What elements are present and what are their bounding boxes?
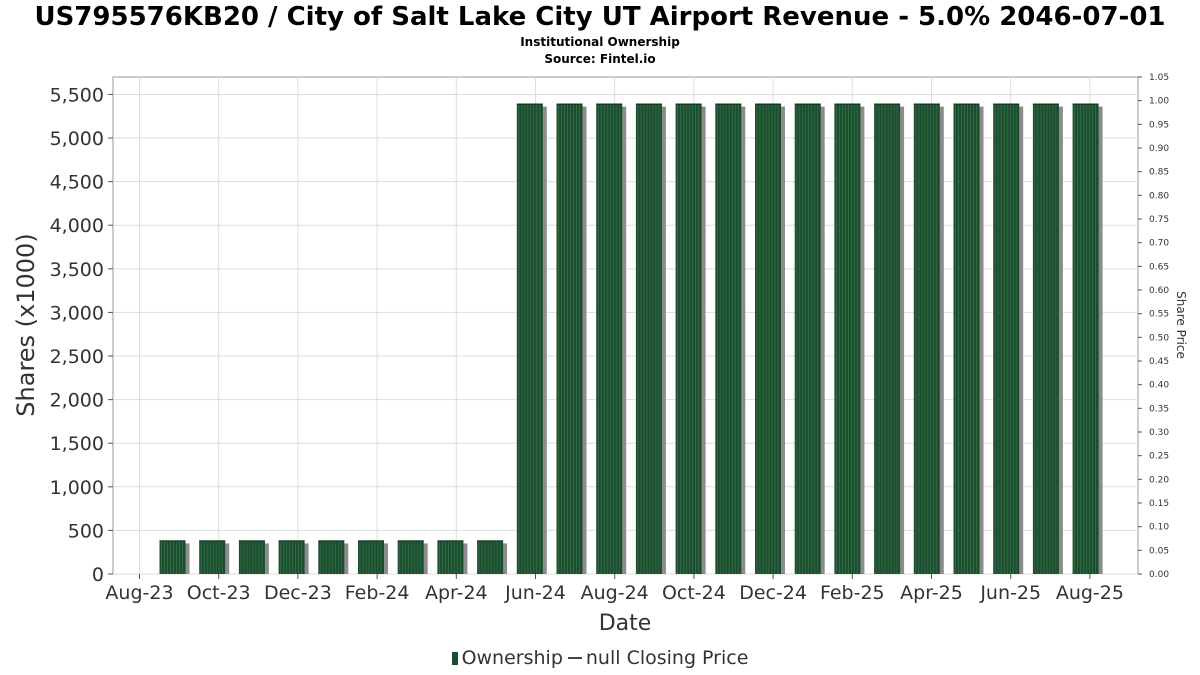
x-tick-label: Dec-24 xyxy=(739,582,807,604)
ownership-bar xyxy=(516,103,547,574)
ownership-bar xyxy=(1032,103,1063,574)
x-tick-label: Dec-23 xyxy=(264,582,332,604)
x-tick-label: Aug-23 xyxy=(105,582,173,604)
x-axis-title: Date xyxy=(599,611,652,636)
y2-tick-label: 0.85 xyxy=(1149,168,1169,178)
ownership-bar xyxy=(159,540,190,574)
y-tick-label: 2,000 xyxy=(50,390,104,412)
ownership-bar xyxy=(913,103,944,574)
y2-tick-label: 0.95 xyxy=(1149,120,1169,130)
ownership-bar xyxy=(953,103,984,574)
y2-tick-label: 0.75 xyxy=(1149,215,1169,225)
x-tick-label: Jun-25 xyxy=(979,582,1041,604)
y2-tick-label: 0.70 xyxy=(1149,239,1169,249)
ownership-bar xyxy=(596,103,627,574)
ownership-bar xyxy=(715,103,746,574)
y2-tick-label: 0.05 xyxy=(1149,546,1169,556)
y2-tick-label: 0.40 xyxy=(1149,381,1169,391)
y2-tick-label: 0.00 xyxy=(1149,570,1169,580)
x-tick-label: Oct-23 xyxy=(187,582,251,604)
chart-source: Source: Fintel.io xyxy=(544,52,656,66)
y2-tick-label: 0.35 xyxy=(1149,404,1169,414)
x-tick-label: Apr-25 xyxy=(900,582,963,604)
y-tick-label: 0 xyxy=(92,564,104,586)
ownership-bar xyxy=(874,103,905,574)
ownership-bar xyxy=(635,103,666,574)
ownership-bar xyxy=(318,540,349,574)
ownership-bar xyxy=(675,103,706,574)
x-tick-label: Aug-24 xyxy=(581,582,649,604)
x-tick-label: Jun-24 xyxy=(504,582,566,604)
y2-tick-label: 1.00 xyxy=(1149,97,1169,107)
price-line-icon xyxy=(567,657,582,659)
y2-tick-label: 0.55 xyxy=(1149,310,1169,320)
ownership-bar xyxy=(794,103,825,574)
x-tick-label: Apr-24 xyxy=(425,582,488,604)
ownership-bar xyxy=(358,540,388,574)
legend-price-label: null Closing Price xyxy=(585,647,749,669)
y2-tick-label: 0.50 xyxy=(1149,333,1169,343)
ownership-bar xyxy=(834,103,865,574)
ownership-bar xyxy=(477,540,508,574)
y-tick-label: 1,000 xyxy=(50,477,104,499)
x-tick-label: Aug-25 xyxy=(1056,582,1124,604)
chart-subtitle: Institutional Ownership xyxy=(520,35,680,49)
y-tick-label: 500 xyxy=(68,520,104,542)
ownership-bar xyxy=(437,540,468,574)
y-axis-title: Shares (x1000) xyxy=(12,233,40,416)
y-tick-label: 2,500 xyxy=(50,346,104,368)
x-tick-label: Feb-25 xyxy=(820,582,885,604)
y-tick-label: 1,500 xyxy=(50,433,104,455)
y-tick-label: 4,500 xyxy=(50,172,104,194)
chart-title: US795576KB20 / City of Salt Lake City UT… xyxy=(34,2,1166,32)
y2-tick-label: 0.45 xyxy=(1149,357,1169,367)
ownership-bar xyxy=(278,540,309,574)
y2-tick-label: 0.20 xyxy=(1149,475,1169,485)
ownership-bar xyxy=(556,103,587,574)
y2-tick-label: 0.30 xyxy=(1149,428,1169,438)
x-tick-label: Feb-24 xyxy=(345,582,410,604)
ownership-bar xyxy=(199,540,230,574)
y2-tick-label: 0.60 xyxy=(1149,286,1169,296)
y2-tick-label: 0.25 xyxy=(1149,452,1169,462)
y-tick-label: 3,500 xyxy=(50,259,104,281)
y2-tick-label: 0.65 xyxy=(1149,262,1169,272)
y2-tick-label: 1.05 xyxy=(1149,73,1169,83)
y-tick-label: 5,000 xyxy=(50,128,104,150)
ownership-bar xyxy=(755,103,785,574)
x-tick-label: Oct-24 xyxy=(662,582,726,604)
ownership-swatch-icon xyxy=(451,652,458,665)
ownership-bar xyxy=(397,540,428,574)
ownership-bar xyxy=(1072,103,1103,574)
ownership-bar xyxy=(238,540,269,574)
ownership-bar xyxy=(993,103,1024,574)
legend: Ownership null Closing Price xyxy=(0,647,1200,669)
y-tick-label: 5,500 xyxy=(50,84,104,106)
y2-tick-label: 0.15 xyxy=(1149,499,1169,509)
legend-ownership-label: Ownership xyxy=(461,647,563,669)
y2-axis-title: Share Price xyxy=(1174,291,1188,359)
y2-tick-label: 0.80 xyxy=(1149,191,1169,201)
y-tick-label: 4,000 xyxy=(50,215,104,237)
y-tick-label: 3,000 xyxy=(50,302,104,324)
y2-tick-label: 0.90 xyxy=(1149,144,1169,154)
y2-tick-label: 0.10 xyxy=(1149,523,1169,533)
